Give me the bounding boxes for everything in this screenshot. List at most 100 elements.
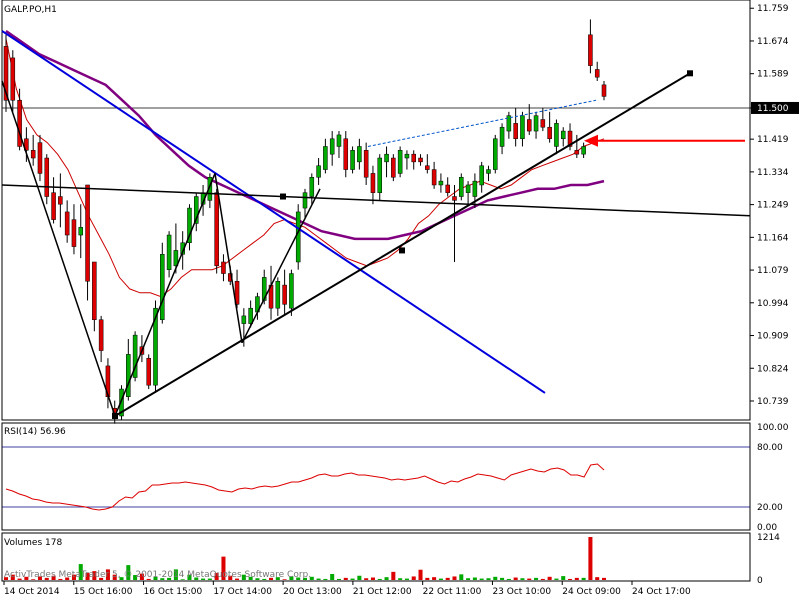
candle-body [37, 142, 43, 174]
volume-bar [493, 576, 498, 580]
candle-body [309, 177, 315, 197]
zigzag-leg-4 [241, 188, 321, 344]
volume-bar [404, 578, 409, 580]
x-tick-label: 23 Oct 10:00 [492, 587, 551, 597]
volume-bar [330, 573, 335, 580]
volume-bar [207, 578, 212, 580]
rsi-tick-label: 80.00 [757, 443, 783, 453]
dashed-projection [367, 99, 597, 147]
volume-bar [85, 572, 90, 580]
y-tick-label: 10.994 [757, 299, 789, 309]
x-tick-label: 24 Oct 09:00 [562, 587, 621, 597]
volume-bar [78, 564, 83, 580]
price-layer [1, 19, 751, 424]
volume-bar [262, 578, 267, 580]
volume-bar [248, 576, 253, 580]
candle-body [479, 165, 484, 186]
ma-slow-line [5, 29, 605, 241]
volume-bar [167, 577, 172, 580]
rsi-pane [1, 422, 751, 531]
volume-bar [411, 576, 416, 580]
volume-bar [554, 578, 559, 580]
candle-body [425, 165, 430, 170]
volume-bar [153, 576, 158, 580]
volume-bar [269, 577, 274, 580]
candle-body [581, 146, 586, 155]
candle-body [44, 157, 50, 197]
rsi-tick-label: 100.00 [757, 423, 789, 433]
volume-bar [486, 578, 491, 580]
candle-body [10, 57, 16, 101]
volume-bar [323, 578, 328, 580]
candle-body [499, 126, 505, 147]
candle-body [323, 146, 328, 170]
volume-bar [364, 578, 369, 580]
x-tick-label: 22 Oct 11:00 [423, 587, 482, 597]
volume-bar [472, 577, 477, 580]
volume-bar [568, 578, 573, 580]
candle-body [506, 115, 512, 132]
volume-bar [112, 574, 117, 580]
candle-body [3, 46, 9, 101]
x-tick-label: 16 Oct 15:00 [144, 587, 203, 597]
volume-bar [500, 577, 505, 580]
volume-bar [398, 578, 403, 580]
candle-body [397, 150, 403, 174]
rsi-line [5, 463, 605, 511]
volume-bar [466, 578, 471, 580]
y-tick-label: 11.674 [757, 37, 789, 47]
volume-bar [581, 577, 586, 580]
y-tick-label: 11.249 [757, 201, 789, 211]
candle-body [567, 130, 573, 147]
candle-body [302, 192, 308, 209]
volume-bar [343, 577, 348, 580]
candle-body [71, 219, 77, 247]
volume-bar [547, 576, 552, 580]
price-pane [1, 0, 751, 421]
candle-body [465, 184, 471, 193]
arrow-head [584, 134, 598, 147]
volume-bar [119, 577, 124, 580]
candle-body [119, 388, 124, 417]
volume-bar [574, 577, 579, 580]
anchor-point [687, 70, 693, 77]
volume-bar [255, 578, 260, 580]
candle-body [588, 34, 593, 66]
candle-body [295, 211, 301, 263]
volume-bar [187, 574, 192, 580]
candle-body [384, 153, 389, 163]
candle-body [513, 123, 518, 140]
volume-bar [384, 577, 389, 580]
candle-body [58, 196, 63, 205]
watermark: ActivTrades MetaTrader 5, © 2001-2014 Me… [4, 570, 311, 580]
volume-bar [44, 577, 49, 580]
anchor-point [399, 247, 405, 254]
volume-bar [282, 579, 287, 580]
candle-body [30, 150, 36, 159]
volume-bar [146, 578, 151, 580]
candle-body [241, 315, 247, 324]
volume-bar [506, 578, 511, 580]
rsi-title: RSI(14) 56.96 [4, 427, 66, 437]
volume-bar [445, 577, 450, 580]
rising-support-line [114, 72, 691, 417]
volume-bar [520, 578, 525, 580]
candle-body [418, 157, 423, 163]
volume-bar [601, 577, 607, 580]
current-price-label: 11.500 [757, 104, 789, 114]
candle-body [411, 153, 416, 163]
candle-body [560, 130, 566, 140]
volume-bar [221, 556, 226, 580]
x-tick-label: 24 Oct 17:00 [632, 587, 691, 597]
volume-bar [3, 577, 9, 580]
y-tick-label: 11.589 [757, 70, 789, 80]
volume-bar [275, 577, 280, 580]
volume-bar [105, 569, 110, 580]
candle-body [85, 184, 90, 282]
current-price-badge [751, 101, 799, 114]
volume-bar [370, 577, 375, 580]
candle-body [316, 165, 321, 178]
volume-bar [418, 569, 423, 580]
volume-bar [173, 569, 178, 580]
